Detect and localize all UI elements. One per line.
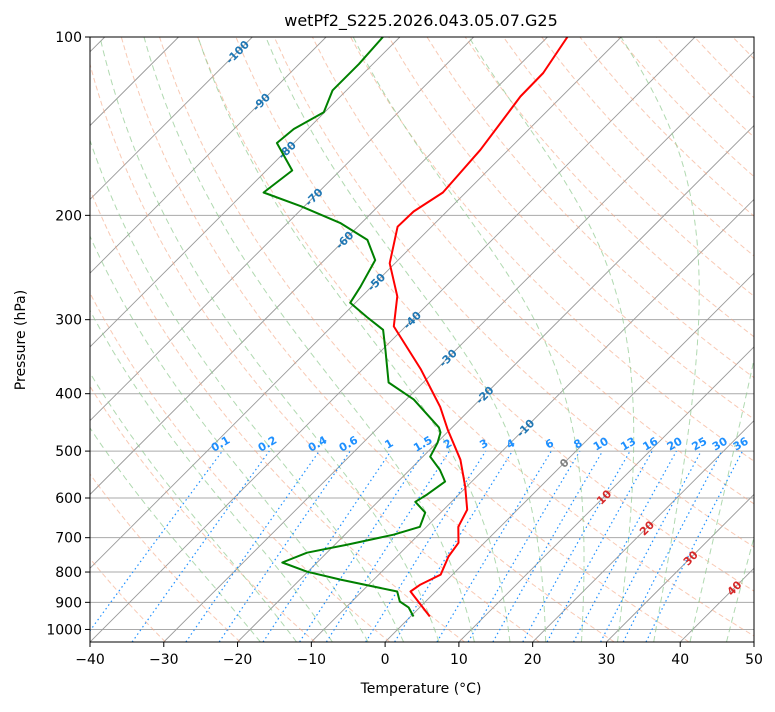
dry-adiabat-line <box>198 37 764 642</box>
isotherm-line <box>0 37 400 642</box>
dry-adiabat-line <box>7 37 390 642</box>
y-tick-label: 600 <box>55 491 82 507</box>
isotherm-line <box>164 37 769 642</box>
moist-adiabat-line <box>469 37 634 642</box>
dry-adiabat-line <box>695 37 775 642</box>
x-tick-label: −40 <box>75 652 105 668</box>
mixing-ratio-line <box>219 451 350 642</box>
dry-adiabat-line <box>771 37 775 642</box>
plot-series <box>264 37 568 617</box>
dewpoint-profile-line <box>264 37 446 617</box>
isotherm-label: -10 <box>514 416 537 439</box>
isotherm-label: -20 <box>473 383 496 406</box>
isotherm-label: -30 <box>437 346 460 369</box>
y-tick-label: 1000 <box>46 622 82 638</box>
y-tick-label: 500 <box>55 444 82 460</box>
isotherm-label: -70 <box>302 185 325 208</box>
y-tick-label: 200 <box>55 208 82 224</box>
y-tick-label: 800 <box>55 565 82 581</box>
isotherm-label: -100 <box>223 38 252 67</box>
mixing-ratio-line <box>366 451 486 642</box>
mixing-ratio-line <box>547 451 652 642</box>
dry-adiabat-line <box>160 37 690 642</box>
isotherm-line <box>754 37 775 642</box>
dry-adiabat-line <box>351 37 775 642</box>
y-axis-label: Pressure (hPa) <box>13 290 29 390</box>
y-tick-label: 400 <box>55 387 82 403</box>
moist-adiabat-line <box>63 37 404 642</box>
dry-adiabat-line <box>0 37 240 642</box>
dry-adiabat-line <box>427 37 775 642</box>
x-tick-label: 0 <box>381 652 390 668</box>
isotherm-label: 20 <box>637 518 657 538</box>
isotherm-line <box>385 37 775 642</box>
mixing-ratio-label: 4 <box>504 436 517 451</box>
mixing-ratio-line <box>574 451 677 642</box>
x-tick-label: −30 <box>149 652 179 668</box>
isotherm-label: 10 <box>594 487 614 507</box>
moist-adiabat-line <box>690 37 775 642</box>
x-tick-label: −20 <box>223 652 253 668</box>
y-tick-label: 100 <box>55 30 82 46</box>
mixing-ratio-line <box>300 451 425 642</box>
isotherm-line <box>90 37 695 642</box>
isotherm-line <box>0 37 326 642</box>
mixing-ratio-label: 1 <box>383 437 396 452</box>
dry-adiabat-line <box>465 37 775 642</box>
dry-adiabat-line <box>274 37 775 642</box>
mixing-ratio-line <box>326 451 449 642</box>
x-tick-label: 30 <box>598 652 616 668</box>
y-tick-label: 300 <box>55 313 82 329</box>
x-tick-label: 50 <box>745 652 763 668</box>
isotherm-line <box>533 37 775 642</box>
x-axis-label: Temperature (°C) <box>360 681 482 697</box>
chart-title: wetPf2_S225.2026.043.05.07.G25 <box>284 11 558 31</box>
isotherm-label: -90 <box>250 90 273 113</box>
mixing-ratio-line <box>646 451 743 642</box>
moist-adiabat-line <box>3 37 332 642</box>
y-tick-label: 700 <box>55 531 82 547</box>
x-tick-label: −10 <box>297 652 327 668</box>
mixing-ratio-label: 6 <box>543 436 556 451</box>
dry-adiabat-line <box>0 37 315 642</box>
isotherm-line <box>0 37 547 642</box>
plot-background <box>0 37 775 642</box>
isotherm-line <box>459 37 775 642</box>
mixing-ratio-line <box>523 451 630 642</box>
moist-adiabat-line <box>0 37 260 642</box>
x-tick-label: 20 <box>524 652 542 668</box>
dry-adiabat-line <box>389 37 775 642</box>
mixing-ratio-line <box>82 451 223 642</box>
isotherm-label: -40 <box>401 308 424 331</box>
mixing-ratio-label: 3 <box>477 437 490 452</box>
mixing-ratio-line <box>623 451 722 642</box>
moist-adiabat-line <box>100 37 439 642</box>
x-tick-label: 10 <box>450 652 468 668</box>
x-tick-label: 40 <box>671 652 689 668</box>
isotherm-label: 0 <box>557 456 572 471</box>
dry-adiabat-line <box>656 37 775 642</box>
y-tick-label: 900 <box>55 595 82 611</box>
moist-adiabat-line <box>727 37 775 642</box>
dry-adiabat-line <box>542 37 775 642</box>
